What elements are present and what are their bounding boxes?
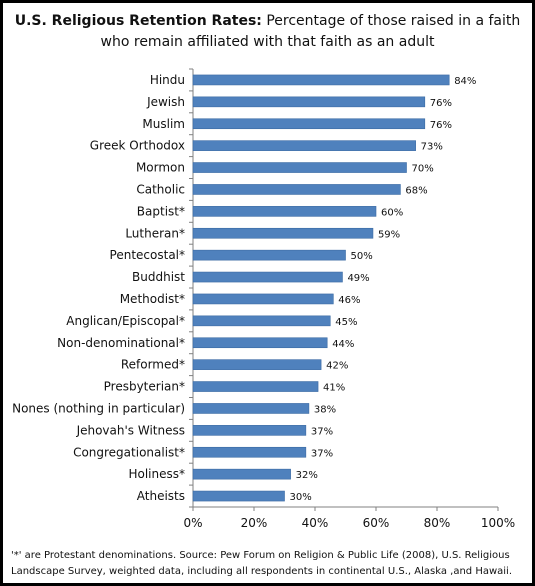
data-label: 60% <box>381 207 403 218</box>
category-label: Jehovah's Witness <box>76 423 185 437</box>
data-label: 49% <box>347 273 369 284</box>
x-tick-label: 80% <box>424 516 451 530</box>
data-label: 41% <box>323 383 345 394</box>
category-label: Mormon <box>136 161 185 175</box>
bar <box>192 425 307 436</box>
bar <box>192 162 407 173</box>
category-label: Pentecostal* <box>110 248 185 262</box>
category-label: Baptist* <box>137 204 185 218</box>
category-label: Presbyterian* <box>104 380 185 394</box>
category-label: Hindu <box>150 73 185 87</box>
category-label: Catholic <box>136 182 185 196</box>
chart-title-bold: U.S. Religious Retention Rates: <box>14 13 262 29</box>
bar <box>192 74 450 86</box>
data-label: 37% <box>311 426 333 437</box>
category-label: Lutheran* <box>125 226 185 240</box>
x-tick-label: 40% <box>302 516 329 530</box>
data-label: 76% <box>430 120 452 131</box>
x-tick-label: 20% <box>241 516 268 530</box>
data-label: 68% <box>405 185 427 196</box>
data-label: 42% <box>326 361 348 372</box>
footnote: '*' are Protestant denominations. Source… <box>11 550 513 577</box>
category-label: Methodist* <box>120 292 185 306</box>
bar <box>192 468 291 480</box>
bar <box>192 271 343 283</box>
category-label: Nones (nothing in particular) <box>12 401 185 415</box>
category-label: Buddhist <box>132 270 185 284</box>
bar <box>192 337 328 349</box>
data-label: 37% <box>311 448 333 459</box>
data-label: 30% <box>290 492 312 503</box>
bar <box>192 206 377 217</box>
category-label: Congregationalist* <box>73 445 185 459</box>
category-label: Reformed* <box>121 358 185 372</box>
category-label: Non-denominational* <box>57 336 185 350</box>
category-label: Atheists <box>137 489 185 503</box>
category-label: Muslim <box>142 117 185 131</box>
category-label: Anglican/Episcopal* <box>66 314 185 328</box>
bar <box>192 140 416 151</box>
data-label: 70% <box>412 164 434 175</box>
data-label: 44% <box>332 339 354 350</box>
bar <box>192 227 374 239</box>
data-label: 38% <box>314 404 336 415</box>
category-label: Greek Orthodox <box>90 139 185 153</box>
chart-title: U.S. Religious Retention Rates: Percenta… <box>9 11 526 53</box>
data-label: 59% <box>378 229 400 240</box>
chart-subtitle: Percentage of those raised in a faith wh… <box>100 13 521 50</box>
data-label: 84% <box>454 76 476 87</box>
data-label: 73% <box>421 142 443 153</box>
x-tick-label: 0% <box>183 516 202 530</box>
bar <box>192 490 285 502</box>
bar <box>192 184 401 195</box>
bar <box>192 293 334 305</box>
category-label: Holiness* <box>128 467 185 481</box>
data-label: 46% <box>338 295 360 306</box>
bar <box>192 446 307 458</box>
x-tick-label: 100% <box>481 516 515 530</box>
category-label: Jewish <box>146 95 185 109</box>
bar <box>192 118 426 130</box>
bar <box>192 249 346 261</box>
bar <box>192 359 322 370</box>
bar <box>192 381 319 392</box>
bar <box>192 96 426 108</box>
bar <box>192 403 310 414</box>
data-label: 50% <box>351 251 373 262</box>
x-tick-label: 60% <box>363 516 390 530</box>
bar-chart: Hindu 84% Jewish 76% Muslim 76% Greek Orthodox… <box>12 68 515 530</box>
data-label: 45% <box>335 317 357 328</box>
bar <box>192 315 331 327</box>
data-label: 76% <box>430 98 452 109</box>
data-label: 32% <box>296 470 318 481</box>
